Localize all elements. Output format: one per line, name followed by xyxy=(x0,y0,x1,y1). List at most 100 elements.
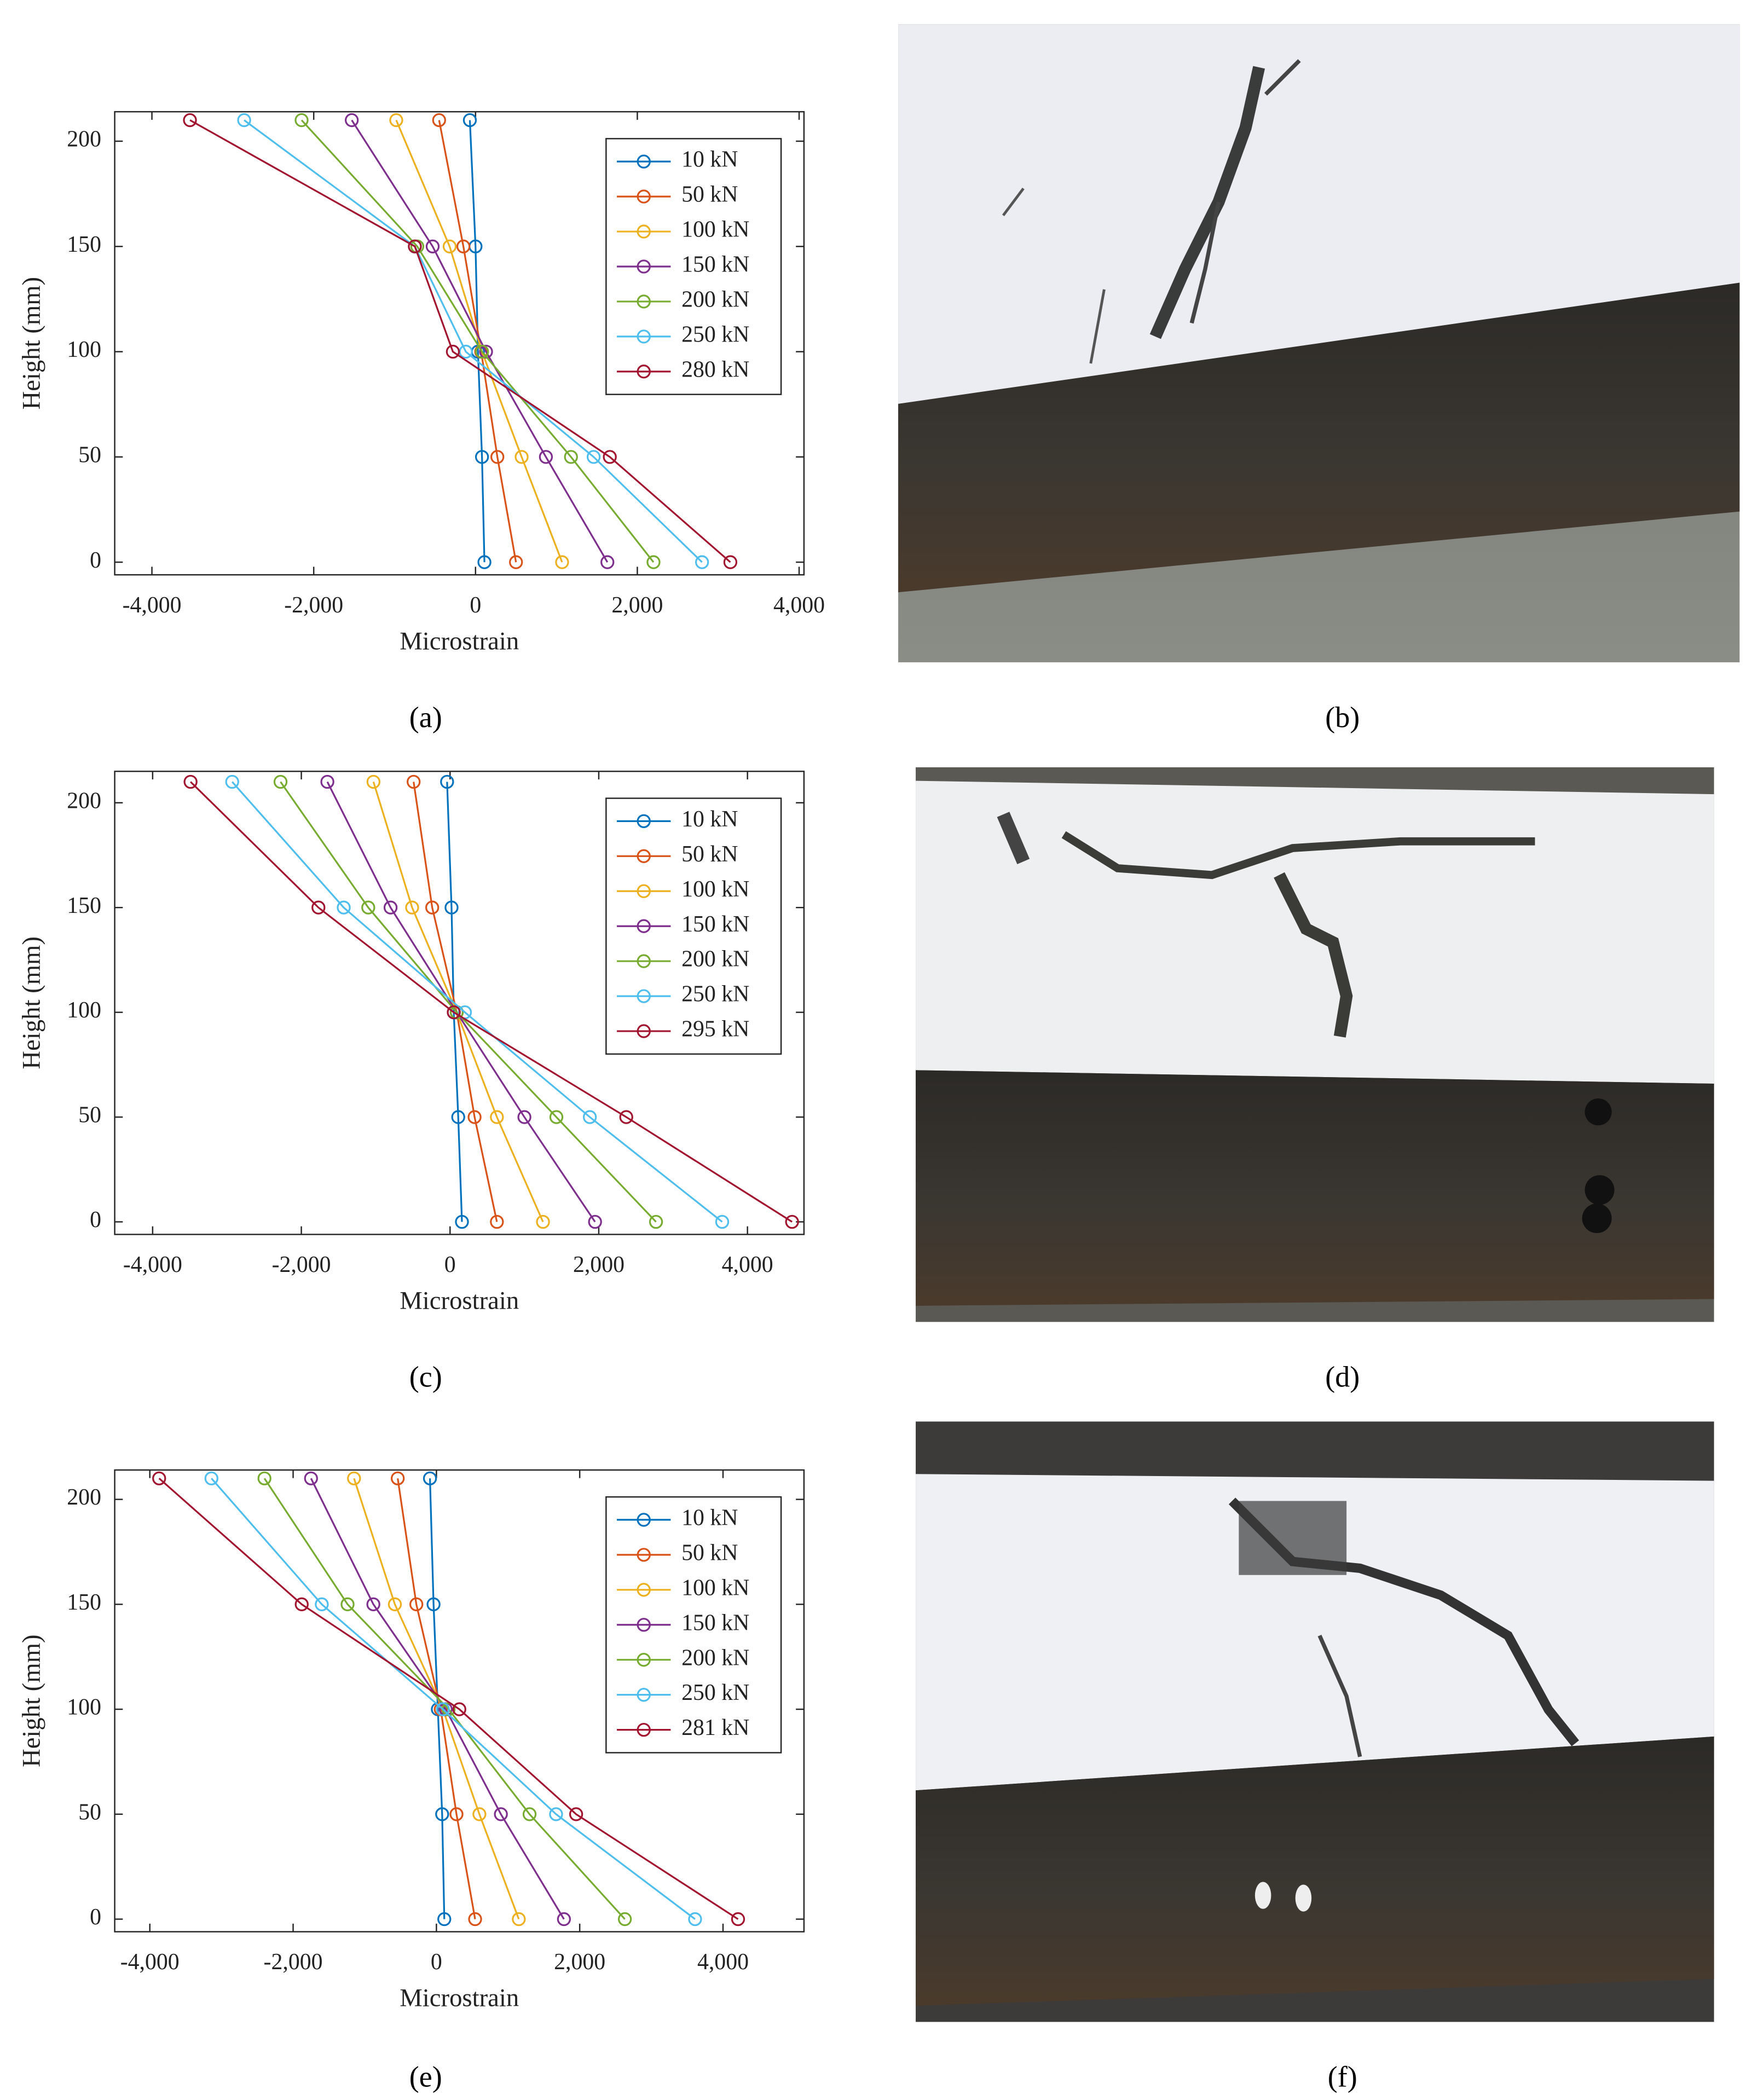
y-axis-label: Height (mm) xyxy=(18,277,46,410)
legend-swatch xyxy=(637,1687,651,1702)
data-point xyxy=(273,774,288,789)
data-point xyxy=(447,1005,461,1020)
legend-label: 200 kN xyxy=(681,1645,749,1670)
data-point xyxy=(225,774,239,789)
series-line xyxy=(232,781,723,1223)
y-tick-label: 50 xyxy=(78,1800,101,1825)
chart: -4,000 -2,000 0 2,000 4,000 0 50 100 150 200 Micro… xyxy=(18,111,825,733)
x-tick-label: 2,000 xyxy=(554,1949,605,1975)
x-tick-label: -4,000 xyxy=(123,1252,182,1277)
data-point xyxy=(582,1110,597,1124)
data-point xyxy=(490,1110,504,1124)
data-point xyxy=(311,900,326,915)
legend-swatch xyxy=(637,989,651,1003)
data-point xyxy=(462,113,477,128)
data-point xyxy=(320,774,334,789)
y-tick-label: 150 xyxy=(67,232,101,257)
legend-label: 280 kN xyxy=(681,357,749,382)
data-point xyxy=(435,1807,449,1821)
data-point xyxy=(407,774,421,789)
series-line xyxy=(158,1478,739,1920)
legend-swatch xyxy=(637,1618,651,1632)
data-point xyxy=(514,450,529,464)
series-line xyxy=(211,1478,696,1920)
data-point xyxy=(337,900,351,915)
data-point xyxy=(391,1471,405,1485)
y-tick-label: 0 xyxy=(90,1207,101,1233)
legend-swatch xyxy=(637,154,651,169)
data-point xyxy=(446,344,460,359)
x-tick-label: 0 xyxy=(431,1949,442,1975)
x-axis-label: Microstrain xyxy=(400,627,519,655)
y-tick-label: 200 xyxy=(67,127,101,152)
data-point xyxy=(452,1702,466,1716)
data-point xyxy=(383,900,398,915)
data-point xyxy=(366,774,381,789)
data-point xyxy=(444,900,459,915)
series-line xyxy=(351,119,609,563)
legend-label: 10 kN xyxy=(681,1505,738,1530)
panel-caption: (e) xyxy=(409,2061,442,2093)
x-tick-label: 0 xyxy=(444,1252,456,1277)
legend: 10 kN 50 kN 100 kN 150 kN 200 kN 250 kN 281 kN xyxy=(605,1496,782,1754)
photo xyxy=(916,767,1714,1322)
photo xyxy=(916,1421,1714,2022)
x-tick-label: 4,000 xyxy=(722,1252,773,1277)
data-point xyxy=(472,1807,487,1821)
data-point xyxy=(646,555,661,569)
data-point xyxy=(304,1471,318,1485)
x-tick-label: 2,000 xyxy=(573,1252,625,1277)
data-point xyxy=(183,113,197,128)
y-axis-label: Height (mm) xyxy=(18,1634,46,1767)
data-point xyxy=(555,555,569,569)
data-point xyxy=(586,450,601,464)
legend-label: 281 kN xyxy=(681,1715,749,1740)
legend-label: 150 kN xyxy=(681,912,749,937)
data-point xyxy=(366,1597,380,1611)
data-point xyxy=(617,1912,632,1927)
data-point xyxy=(456,239,471,253)
data-point xyxy=(344,113,359,128)
legend-swatch xyxy=(637,1653,651,1667)
legend-swatch xyxy=(637,849,651,863)
data-point xyxy=(603,450,617,464)
data-point xyxy=(237,113,251,128)
data-point xyxy=(536,1214,550,1229)
data-point xyxy=(294,113,309,128)
y-tick-label: 100 xyxy=(67,998,101,1023)
data-point xyxy=(451,1110,465,1124)
data-point xyxy=(388,1597,402,1611)
series-line xyxy=(429,1478,446,1919)
data-point xyxy=(477,555,492,569)
data-point xyxy=(715,1214,730,1229)
legend-label: 295 kN xyxy=(681,1017,749,1042)
data-point xyxy=(522,1807,537,1821)
chart: -4,000 -2,000 0 2,000 4,000 0 50 100 150 200 Micro… xyxy=(18,1469,805,2093)
data-point xyxy=(204,1471,218,1485)
data-point xyxy=(432,113,446,128)
legend-swatch xyxy=(637,294,651,309)
x-tick-label: -2,000 xyxy=(272,1252,331,1277)
data-point xyxy=(449,1807,464,1821)
legend: 10 kN 50 kN 100 kN 150 kN 200 kN 250 kN 295 kN xyxy=(605,797,782,1055)
data-point xyxy=(649,1214,663,1229)
data-point xyxy=(405,900,419,915)
legend-swatch xyxy=(637,365,651,379)
data-point xyxy=(294,1597,309,1611)
data-point xyxy=(437,1912,452,1927)
data-point xyxy=(509,555,523,569)
data-point xyxy=(688,1912,702,1927)
legend-swatch xyxy=(637,1513,651,1527)
data-point xyxy=(409,1597,424,1611)
series-line xyxy=(189,119,731,563)
data-point xyxy=(340,1597,355,1611)
y-tick-label: 150 xyxy=(67,893,101,918)
data-point xyxy=(569,1807,583,1821)
x-tick-label: -4,000 xyxy=(123,593,182,618)
legend-label: 100 kN xyxy=(681,217,749,242)
y-tick-label: 200 xyxy=(67,1485,101,1510)
legend-label: 50 kN xyxy=(681,842,738,867)
legend-label: 250 kN xyxy=(681,982,749,1007)
